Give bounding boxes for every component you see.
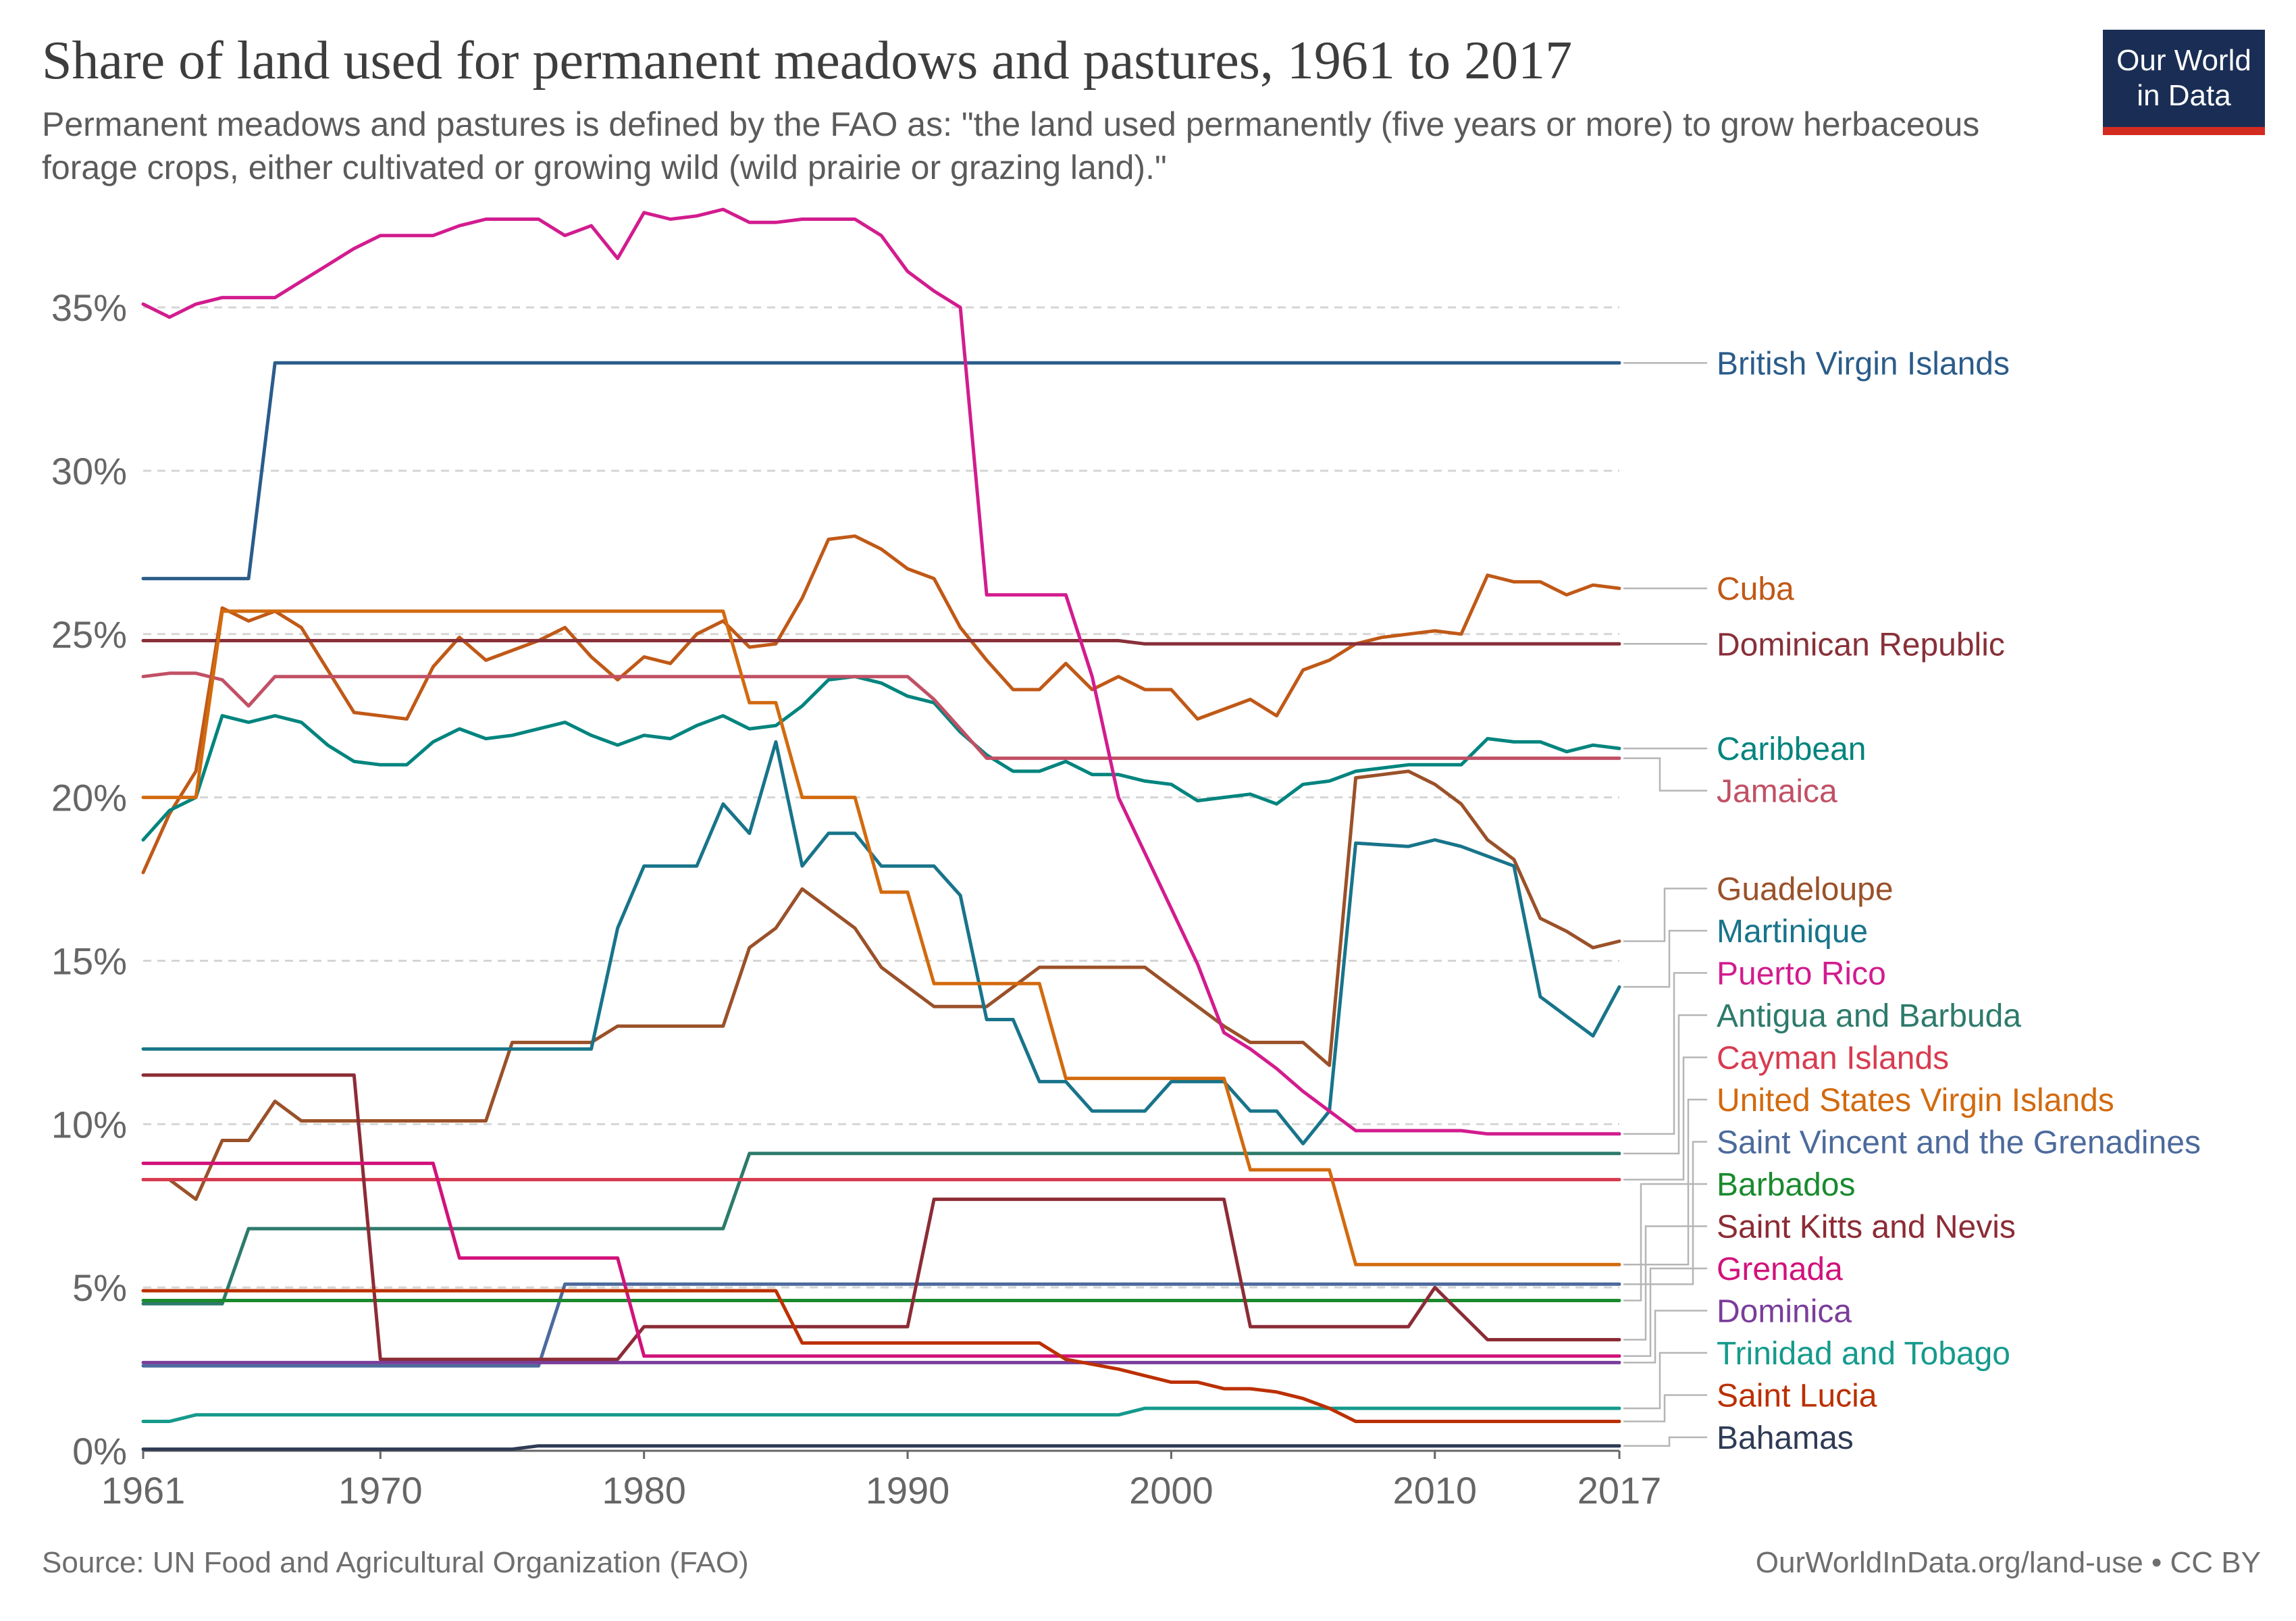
x-tick-label: 1990 xyxy=(866,1469,950,1512)
y-tick-label: 20% xyxy=(51,777,127,819)
series-line-trinidad-and-tobago[interactable] xyxy=(141,1406,1621,1423)
series-label-barbados[interactable]: Barbados xyxy=(1717,1167,1855,1203)
series-line-caribbean[interactable] xyxy=(141,675,1621,842)
y-tick-label: 35% xyxy=(51,286,127,329)
y-tick-label: 0% xyxy=(72,1430,127,1472)
series-line-grenada[interactable] xyxy=(141,1161,1621,1358)
label-connector xyxy=(1623,1141,1707,1285)
label-connector xyxy=(1623,757,1707,792)
series-label-saint-vincent-and-the-grenadines[interactable]: Saint Vincent and the Grenadines xyxy=(1717,1125,2201,1161)
series-line-guadeloupe[interactable] xyxy=(141,769,1621,1202)
series-label-dominican-republic[interactable]: Dominican Republic xyxy=(1717,627,2005,663)
series-label-bahamas[interactable]: Bahamas xyxy=(1717,1420,1854,1456)
label-connector xyxy=(1623,972,1707,1135)
series-label-british-virgin-islands[interactable]: British Virgin Islands xyxy=(1717,346,2010,382)
series-label-cayman-islands[interactable]: Cayman Islands xyxy=(1717,1041,1949,1077)
series-line-saint-lucia[interactable] xyxy=(141,1289,1621,1423)
series-line-puerto-rico[interactable] xyxy=(141,207,1621,1136)
label-connector xyxy=(1623,1352,1707,1410)
y-tick-label: 25% xyxy=(51,613,127,656)
label-connector xyxy=(1623,1267,1707,1357)
label-connector xyxy=(1623,1056,1707,1181)
series-line-cuba[interactable] xyxy=(141,534,1621,875)
x-tick-label: 2017 xyxy=(1577,1469,1662,1512)
x-axis: 1961 1970 1980 1990 2000 2010 2017 xyxy=(101,1449,1662,1512)
series-label-grenada[interactable]: Grenada xyxy=(1717,1252,1843,1287)
series-label-guadeloupe[interactable]: Guadeloupe xyxy=(1717,872,1894,908)
series-line-antigua-and-barbuda[interactable] xyxy=(141,1152,1621,1306)
chart-title: Share of land used for permanent meadows… xyxy=(42,31,1573,91)
label-connector xyxy=(1623,1225,1707,1341)
x-tick-label: 1961 xyxy=(101,1469,186,1512)
y-axis-ticks: 0% 5% 10% 15% 20% 25% 30% 35% xyxy=(51,286,127,1472)
logo-line-2: in Data xyxy=(2137,79,2231,112)
series-labels: British Virgin Islands Cuba Dominican Repu… xyxy=(1717,346,2201,1456)
label-connector xyxy=(1623,887,1707,942)
label-connector xyxy=(1623,929,1707,988)
y-tick-label: 30% xyxy=(51,450,127,492)
y-tick-label: 10% xyxy=(51,1103,127,1146)
series-line-united-states-virgin-islands[interactable] xyxy=(141,609,1621,1266)
x-tick-label: 2000 xyxy=(1129,1469,1214,1512)
series-label-antigua-and-barbuda[interactable]: Antigua and Barbuda xyxy=(1717,998,2021,1034)
series-line-jamaica[interactable] xyxy=(141,671,1621,761)
series-label-jamaica[interactable]: Jamaica xyxy=(1717,774,1837,810)
gridlines xyxy=(143,306,1619,1289)
series-label-saint-kitts-and-nevis[interactable]: Saint Kitts and Nevis xyxy=(1717,1210,2016,1245)
series-label-united-states-virgin-islands[interactable]: United States Virgin Islands xyxy=(1717,1083,2114,1118)
x-tick-label: 1970 xyxy=(338,1469,423,1512)
series-label-caribbean[interactable]: Caribbean xyxy=(1717,731,1866,767)
label-connector xyxy=(1623,1183,1707,1302)
source-note: Source: UN Food and Agricultural Organiz… xyxy=(42,1546,749,1579)
y-tick-label: 15% xyxy=(51,940,127,982)
series-label-dominica[interactable]: Dominica xyxy=(1717,1294,1852,1330)
series-label-trinidad-and-tobago[interactable]: Trinidad and Tobago xyxy=(1717,1336,2010,1372)
x-tick-label: 1980 xyxy=(602,1469,686,1512)
series-line-saint-kitts-and-nevis[interactable] xyxy=(141,1073,1621,1362)
series-line-dominican-republic[interactable] xyxy=(141,639,1621,646)
series-label-martinique[interactable]: Martinique xyxy=(1717,914,1868,950)
series-lines xyxy=(141,207,1621,1451)
series-line-saint-vincent-and-the-grenadines[interactable] xyxy=(141,1282,1621,1368)
owid-logo[interactable]: Our World in Data xyxy=(2103,30,2265,135)
label-connector xyxy=(1623,1436,1707,1447)
license-link[interactable]: OurWorldInData.org/land-use • CC BY xyxy=(1755,1546,2261,1579)
series-label-saint-lucia[interactable]: Saint Lucia xyxy=(1717,1379,1877,1414)
label-connector xyxy=(1623,1310,1707,1364)
y-tick-label: 5% xyxy=(72,1266,127,1309)
series-line-bahamas[interactable] xyxy=(141,1444,1621,1451)
chart-subtitle: Permanent meadows and pastures is define… xyxy=(42,105,1980,186)
label-connector xyxy=(1623,1014,1707,1155)
logo-line-1: Our World xyxy=(2116,44,2251,77)
series-label-cuba[interactable]: Cuba xyxy=(1717,571,1794,607)
series-label-puerto-rico[interactable]: Puerto Rico xyxy=(1717,956,1886,992)
series-line-british-virgin-islands[interactable] xyxy=(141,361,1621,581)
label-connector xyxy=(1623,1098,1707,1266)
series-line-martinique[interactable] xyxy=(141,740,1621,1146)
label-connector xyxy=(1623,1394,1707,1422)
label-connectors xyxy=(1623,362,1707,1447)
x-tick-label: 2010 xyxy=(1392,1469,1477,1512)
